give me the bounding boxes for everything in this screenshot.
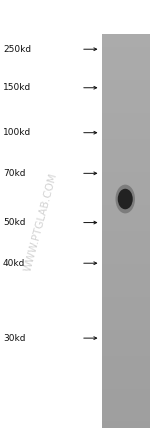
Bar [102,113,150,119]
Text: 150kd: 150kd [3,83,31,92]
Bar [102,343,150,349]
Bar [102,408,150,415]
Text: 50kd: 50kd [3,218,26,227]
Bar [102,139,150,146]
Bar [102,192,150,198]
Bar [102,87,150,93]
Bar [102,41,150,48]
Bar [102,185,150,192]
Bar [102,375,150,382]
Bar [102,60,150,67]
Bar [102,178,150,185]
Bar [102,264,150,270]
Bar [102,363,150,369]
Text: 100kd: 100kd [3,128,31,137]
Bar [102,389,150,395]
Bar [102,146,150,152]
Bar [102,310,150,316]
Bar [102,100,150,107]
Bar [102,172,150,178]
Bar [102,316,150,323]
Bar [102,395,150,402]
Bar [102,218,150,225]
Bar [102,152,150,159]
Bar [102,54,150,60]
Bar [102,225,150,231]
Bar [102,74,150,80]
Bar [102,67,150,74]
Bar [102,198,150,205]
Text: 70kd: 70kd [3,169,26,178]
Bar [102,238,150,244]
Ellipse shape [116,184,135,214]
Bar [102,382,150,389]
Bar [102,48,150,54]
Text: 40kd: 40kd [3,259,25,268]
Bar [102,80,150,87]
Bar [102,336,150,343]
Bar [102,93,150,100]
Bar [102,159,150,166]
Bar [102,166,150,172]
Bar [102,277,150,284]
Bar [102,349,150,356]
Bar [102,330,150,336]
Bar [102,297,150,303]
Text: WWW.PTGLAB.COM: WWW.PTGLAB.COM [22,172,58,273]
Bar [102,369,150,375]
Bar [102,356,150,363]
Bar [102,34,150,41]
Bar [102,205,150,211]
Ellipse shape [118,189,133,209]
Bar [102,422,150,428]
Bar [102,133,150,139]
Text: 30kd: 30kd [3,333,26,343]
Bar [102,211,150,218]
Bar [102,415,150,422]
Bar [102,303,150,310]
Bar [102,251,150,257]
Bar [102,257,150,264]
Bar [102,244,150,251]
Bar [102,323,150,330]
Bar [102,119,150,126]
Bar [102,107,150,113]
Bar [102,270,150,277]
Bar [102,402,150,408]
Bar [102,126,150,133]
Bar [102,290,150,297]
Text: 250kd: 250kd [3,45,31,54]
Bar [102,284,150,290]
Bar [102,231,150,238]
